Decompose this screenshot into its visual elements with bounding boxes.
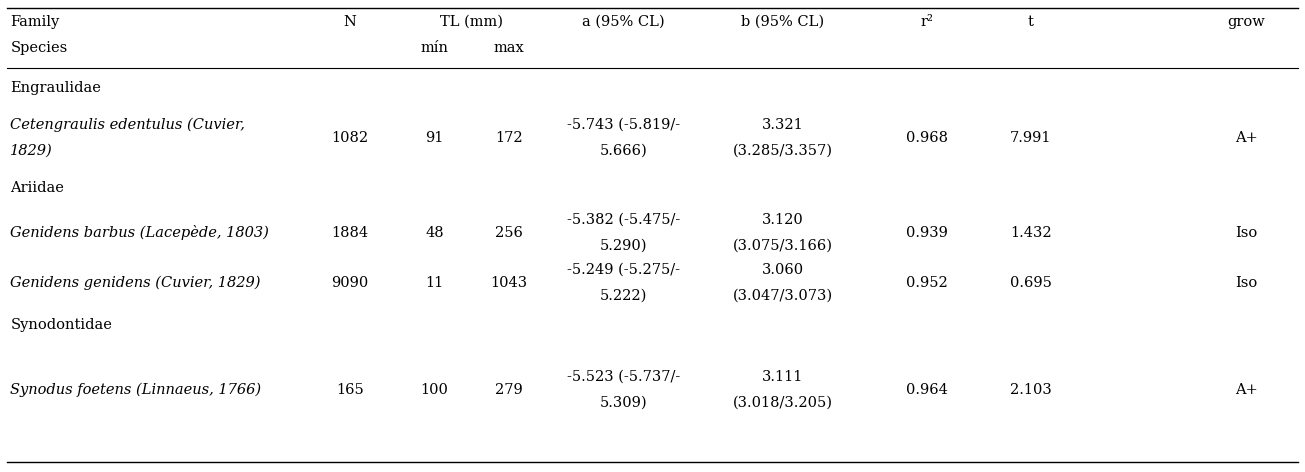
Text: Iso: Iso <box>1235 226 1258 240</box>
Text: 3.111: 3.111 <box>762 370 804 384</box>
Text: Ariidae: Ariidae <box>10 181 64 195</box>
Text: Synodus foetens (Linnaeus, 1766): Synodus foetens (Linnaeus, 1766) <box>10 383 261 397</box>
Text: 5.222): 5.222) <box>600 289 647 303</box>
Text: 100: 100 <box>420 383 449 397</box>
Text: 1884: 1884 <box>331 226 368 240</box>
Text: Species: Species <box>10 41 68 55</box>
Text: (3.285/3.357): (3.285/3.357) <box>733 144 833 158</box>
Text: (3.047/3.073): (3.047/3.073) <box>733 289 833 303</box>
Text: A+: A+ <box>1235 131 1258 145</box>
Text: r²: r² <box>920 15 933 29</box>
Text: 1082: 1082 <box>331 131 368 145</box>
Text: 2.103: 2.103 <box>1010 383 1052 397</box>
Text: 0.964: 0.964 <box>906 383 947 397</box>
Text: 5.290): 5.290) <box>600 239 647 253</box>
Text: 1829): 1829) <box>10 144 54 158</box>
Text: 256: 256 <box>495 226 523 240</box>
Text: b (95% CL): b (95% CL) <box>741 15 825 29</box>
Text: Engraulidae: Engraulidae <box>10 81 102 95</box>
Text: Synodontidae: Synodontidae <box>10 318 112 332</box>
Text: 0.952: 0.952 <box>906 276 947 290</box>
Text: 91: 91 <box>425 131 444 145</box>
Text: 1043: 1043 <box>491 276 527 290</box>
Text: 0.939: 0.939 <box>906 226 947 240</box>
Text: TL (mm): TL (mm) <box>440 15 504 29</box>
Text: Genidens genidens (Cuvier, 1829): Genidens genidens (Cuvier, 1829) <box>10 276 261 290</box>
Text: 7.991: 7.991 <box>1010 131 1052 145</box>
Text: -5.382 (-5.475/-: -5.382 (-5.475/- <box>568 213 680 227</box>
Text: Cetengraulis edentulus (Cuvier,: Cetengraulis edentulus (Cuvier, <box>10 118 245 132</box>
Text: 5.309): 5.309) <box>600 396 647 410</box>
Text: A+: A+ <box>1235 383 1258 397</box>
Text: -5.743 (-5.819/-: -5.743 (-5.819/- <box>568 118 680 132</box>
Text: t: t <box>1028 15 1034 29</box>
Text: 9090: 9090 <box>331 276 368 290</box>
Text: 172: 172 <box>495 131 523 145</box>
Text: 165: 165 <box>335 383 364 397</box>
Text: 3.321: 3.321 <box>762 118 804 132</box>
Text: 5.666): 5.666) <box>600 144 647 158</box>
Text: grow: grow <box>1228 15 1265 29</box>
Text: Iso: Iso <box>1235 276 1258 290</box>
Text: (3.075/3.166): (3.075/3.166) <box>733 239 833 253</box>
Text: -5.249 (-5.275/-: -5.249 (-5.275/- <box>568 263 680 277</box>
Text: 0.695: 0.695 <box>1010 276 1052 290</box>
Text: (3.018/3.205): (3.018/3.205) <box>733 396 833 410</box>
Text: 3.060: 3.060 <box>762 263 804 277</box>
Text: a (95% CL): a (95% CL) <box>582 15 666 29</box>
Text: Family: Family <box>10 15 60 29</box>
Text: 3.120: 3.120 <box>762 213 804 227</box>
Text: 48: 48 <box>425 226 444 240</box>
Text: Genidens barbus (Lacepède, 1803): Genidens barbus (Lacepède, 1803) <box>10 226 269 241</box>
Text: -5.523 (-5.737/-: -5.523 (-5.737/- <box>568 370 680 384</box>
Text: max: max <box>493 41 525 55</box>
Text: 279: 279 <box>495 383 523 397</box>
Text: 1.432: 1.432 <box>1010 226 1052 240</box>
Text: 0.968: 0.968 <box>906 131 947 145</box>
Text: N: N <box>343 15 356 29</box>
Text: 11: 11 <box>425 276 444 290</box>
Text: mín: mín <box>420 41 449 55</box>
